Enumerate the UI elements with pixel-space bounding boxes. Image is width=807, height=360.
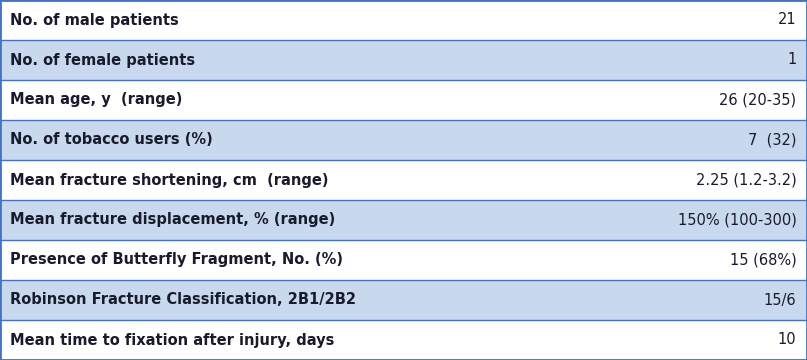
Bar <box>0 200 807 240</box>
Text: 26 (20-35): 26 (20-35) <box>719 93 797 108</box>
Text: 1: 1 <box>788 53 797 68</box>
Text: Mean fracture shortening, cm  (range): Mean fracture shortening, cm (range) <box>10 172 329 188</box>
Bar <box>0 80 807 120</box>
Bar <box>0 120 807 160</box>
Text: 150% (100-300): 150% (100-300) <box>678 212 797 228</box>
Bar <box>0 160 807 200</box>
Text: 7  (32): 7 (32) <box>748 132 797 148</box>
Text: No. of tobacco users (%): No. of tobacco users (%) <box>10 132 213 148</box>
Text: 10: 10 <box>778 333 797 347</box>
Bar <box>0 40 807 80</box>
Text: 15/6: 15/6 <box>764 292 797 307</box>
Text: 2.25 (1.2-3.2): 2.25 (1.2-3.2) <box>696 172 797 188</box>
Text: Mean time to fixation after injury, days: Mean time to fixation after injury, days <box>10 333 335 347</box>
Text: No. of female patients: No. of female patients <box>10 53 195 68</box>
Bar <box>0 280 807 320</box>
Bar <box>0 240 807 280</box>
Text: 21: 21 <box>778 13 797 27</box>
Text: No. of male patients: No. of male patients <box>10 13 179 27</box>
Text: Robinson Fracture Classification, 2B1/2B2: Robinson Fracture Classification, 2B1/2B… <box>10 292 357 307</box>
Text: Presence of Butterfly Fragment, No. (%): Presence of Butterfly Fragment, No. (%) <box>10 252 344 267</box>
Text: 15 (68%): 15 (68%) <box>730 252 797 267</box>
Text: Mean age, y  (range): Mean age, y (range) <box>10 93 183 108</box>
Bar <box>0 320 807 360</box>
Text: Mean fracture displacement, % (range): Mean fracture displacement, % (range) <box>10 212 336 228</box>
Bar <box>0 0 807 40</box>
